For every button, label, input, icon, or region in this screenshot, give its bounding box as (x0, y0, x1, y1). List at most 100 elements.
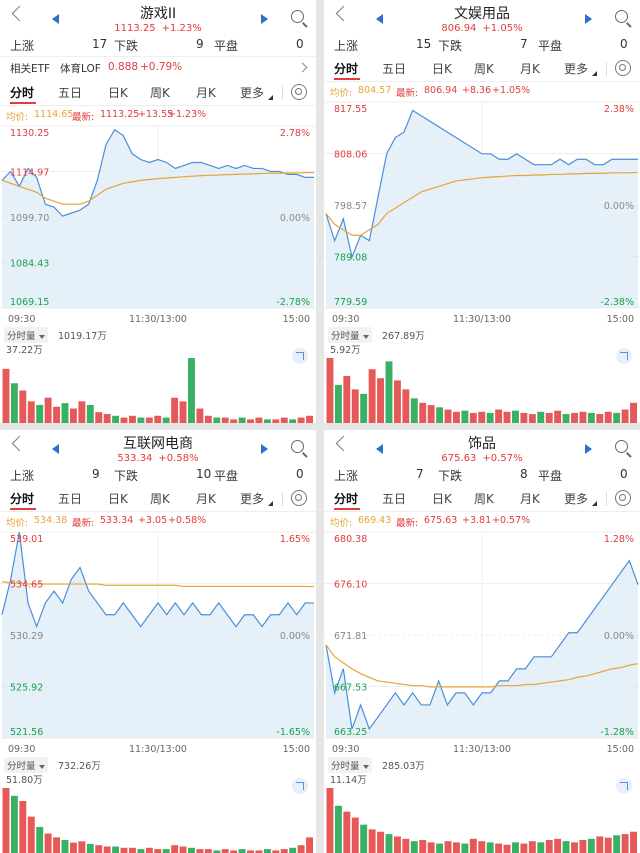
left-axis-label: 534.65 (10, 580, 43, 591)
gear-icon[interactable] (291, 84, 307, 100)
volume-bar (213, 417, 221, 423)
search-icon[interactable] (615, 440, 628, 453)
tab-3[interactable]: 周K (150, 492, 170, 506)
tab-5[interactable]: 更多 (240, 492, 265, 506)
index-title: 文娱用品 (454, 6, 510, 22)
volume-total: 732.26万 (58, 761, 101, 772)
volume-bar (27, 401, 35, 423)
tab-2[interactable]: 日K (108, 492, 128, 506)
volume-bar (512, 842, 519, 853)
tab-0[interactable]: 分时 (334, 62, 359, 76)
volume-bar (461, 843, 469, 853)
right-axis-label: 0.00% (604, 631, 634, 642)
prev-arrow-icon[interactable] (376, 444, 383, 454)
next-arrow-icon[interactable] (585, 444, 592, 454)
chevron-right-icon[interactable] (297, 62, 308, 73)
search-icon[interactable] (291, 440, 304, 453)
fullscreen-icon[interactable] (616, 778, 632, 794)
volume-bar (221, 417, 229, 423)
volume-bar (512, 410, 519, 423)
index-price: 806.94 (441, 23, 477, 34)
intraday-chart[interactable]: 817.55 2.38% 808.06 798.57 0.00% 789.08 779.59… (324, 98, 640, 326)
volume-bar (520, 412, 528, 423)
index-price: 1113.25 (114, 23, 156, 34)
volume-chart[interactable]: 11.14万 (324, 772, 640, 853)
tab-5[interactable]: 更多 (564, 62, 589, 76)
tab-1[interactable]: 五日 (58, 492, 83, 506)
related-etf-row[interactable]: 相关ETF 体育LOF 0.888 +0.79% (0, 56, 316, 78)
more-dropdown-icon[interactable] (592, 71, 597, 76)
volume-bar (360, 824, 368, 853)
next-arrow-icon[interactable] (261, 14, 268, 24)
prev-arrow-icon[interactable] (376, 14, 383, 24)
volume-type-button[interactable]: 分时量 (328, 327, 372, 343)
tab-2[interactable]: 日K (432, 62, 452, 76)
tab-1[interactable]: 五日 (58, 86, 83, 100)
volume-bar (444, 409, 452, 423)
prev-arrow-icon[interactable] (52, 444, 59, 454)
volume-chart[interactable]: 5.92万 (324, 342, 640, 423)
tab-4[interactable]: 月K (196, 492, 216, 506)
tab-5[interactable]: 更多 (564, 492, 589, 506)
avg-value: 534.38 (34, 515, 68, 526)
volume-bar (221, 849, 229, 853)
fullscreen-icon[interactable] (616, 348, 632, 364)
tab-4[interactable]: 月K (196, 86, 216, 100)
latest-value: 533.34 (100, 515, 134, 526)
left-axis-label: 530.29 (10, 631, 43, 642)
search-icon[interactable] (291, 10, 304, 23)
volume-bar (44, 397, 52, 423)
index-change-pct: +1.05% (482, 23, 523, 34)
index-panel: 游戏II 1113.25 +1.23% 上涨 17 下跌 9 平盘 0 相关ETF 体育LOF 0.8… (0, 0, 316, 423)
volume-chart[interactable]: 37.22万 (0, 342, 316, 423)
gear-icon[interactable] (291, 490, 307, 506)
more-dropdown-icon[interactable] (592, 501, 597, 506)
next-arrow-icon[interactable] (261, 444, 268, 454)
gear-icon[interactable] (615, 60, 631, 76)
prev-arrow-icon[interactable] (52, 14, 59, 24)
tab-1[interactable]: 五日 (382, 492, 407, 506)
volume-bar (495, 409, 503, 423)
tab-2[interactable]: 日K (108, 86, 128, 100)
fullscreen-icon[interactable] (292, 778, 308, 794)
volume-bar (230, 419, 238, 423)
fall-label: 下跌 (438, 469, 463, 483)
more-dropdown-icon[interactable] (268, 501, 273, 506)
tab-3[interactable]: 周K (150, 86, 170, 100)
volume-bar (263, 419, 271, 423)
volume-type-button[interactable]: 分时量 (4, 327, 48, 343)
volume-type-button[interactable]: 分时量 (328, 757, 372, 773)
tab-4[interactable]: 月K (520, 492, 540, 506)
tab-0[interactable]: 分时 (334, 492, 359, 506)
volume-bar (272, 419, 280, 423)
volume-bar (486, 842, 494, 853)
time-start: 09:30 (8, 744, 35, 755)
price-area (326, 560, 638, 738)
tab-2[interactable]: 日K (432, 492, 452, 506)
gear-icon[interactable] (615, 490, 631, 506)
fullscreen-icon[interactable] (292, 348, 308, 364)
intraday-chart[interactable]: 1130.25 2.78% 1114.97 1099.70 0.00% 1084.43 10… (0, 122, 316, 326)
right-axis-label: -2.78% (276, 297, 310, 308)
volume-bar (393, 836, 401, 853)
search-icon[interactable] (615, 10, 628, 23)
volume-chart[interactable]: 51.80万 (0, 772, 316, 853)
tab-1[interactable]: 五日 (382, 62, 407, 76)
tab-0[interactable]: 分时 (10, 86, 35, 100)
more-dropdown-icon[interactable] (268, 95, 273, 100)
tab-5[interactable]: 更多 (240, 86, 265, 100)
intraday-chart[interactable]: 680.38 1.28% 676.10 671.81 0.00% 667.53 663.25… (324, 528, 640, 756)
tab-0[interactable]: 分时 (10, 492, 35, 506)
tab-4[interactable]: 月K (520, 62, 540, 76)
next-arrow-icon[interactable] (585, 14, 592, 24)
tab-3[interactable]: 周K (474, 492, 494, 506)
latest-pct: +0.58% (168, 515, 207, 526)
volume-type-button[interactable]: 分时量 (4, 757, 48, 773)
volume-bar (162, 417, 170, 423)
intraday-chart[interactable]: 539.01 1.65% 534.65 530.29 0.00% 525.92 521.56… (0, 528, 316, 756)
flat-count: 0 (296, 37, 304, 51)
time-end: 15:00 (607, 744, 634, 755)
tab-3[interactable]: 周K (474, 62, 494, 76)
volume-bar (579, 840, 587, 853)
volume-bar (469, 838, 477, 853)
